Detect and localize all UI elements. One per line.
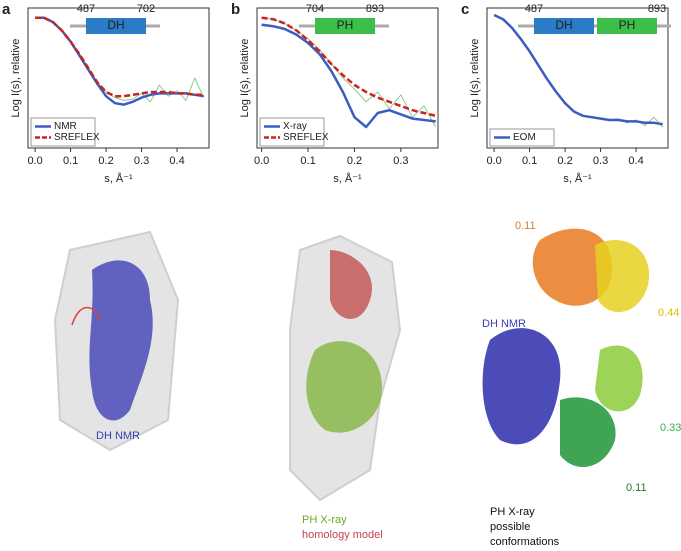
legend-box [30, 117, 96, 147]
plot-frame [256, 7, 439, 149]
domain-label: DH [555, 18, 572, 32]
plot-frame [486, 7, 669, 149]
x-axis-label: s, Å⁻¹ [333, 172, 362, 185]
domain-start: 487 [525, 3, 543, 15]
structure-label: 0.11 [515, 220, 536, 232]
domain-start: 487 [77, 3, 95, 15]
structure-label: conformations [490, 536, 560, 548]
x-tick-label: 0.0 [27, 155, 42, 167]
series-line [261, 16, 436, 118]
structure-label: possible [490, 521, 530, 533]
domain-label: PH [337, 18, 354, 32]
series-line [35, 16, 204, 98]
series-line [493, 13, 663, 126]
structure-c [482, 228, 650, 467]
domain-end: 702 [137, 3, 155, 15]
panel-letter: a [2, 1, 11, 18]
y-axis-label: Log I(s), relative [10, 39, 22, 118]
x-tick-label: 0.0 [254, 155, 269, 167]
structure-label: 0.44 [658, 307, 679, 319]
series-line [261, 23, 436, 129]
series-line [35, 16, 204, 106]
structure-label: PH X-ray [302, 514, 347, 526]
structure-label: homology model [302, 529, 383, 541]
x-tick-label: 0.0 [486, 155, 501, 167]
x-axis-label: s, Å⁻¹ [104, 172, 133, 185]
x-tick-label: 0.1 [522, 155, 537, 167]
y-axis-label: Log I(s), relative [239, 39, 251, 118]
legend-label: NMR [54, 121, 77, 132]
structure-label: 0.11 [626, 482, 647, 494]
plot-frame [27, 7, 210, 149]
x-axis-label: s, Å⁻¹ [563, 172, 592, 185]
legend-box [489, 128, 555, 147]
x-tick-label: 0.1 [63, 155, 78, 167]
structure-b [289, 234, 402, 502]
domain-start: 704 [306, 3, 324, 15]
domain-label: PH [619, 18, 636, 32]
structure-label: DH NMR [96, 430, 140, 442]
x-tick-label: 0.4 [169, 155, 184, 167]
data-trace [261, 17, 437, 128]
x-tick-label: 0.3 [593, 155, 608, 167]
legend-label: X-ray [283, 121, 307, 132]
x-tick-label: 0.4 [628, 155, 643, 167]
domain-end: 893 [366, 3, 384, 15]
x-tick-label: 0.2 [98, 155, 113, 167]
x-tick-label: 0.2 [557, 155, 572, 167]
y-axis-label: Log I(s), relative [469, 39, 481, 118]
structure-label: 0.33 [660, 422, 681, 434]
legend-label: SREFLEX [283, 132, 329, 143]
legend-label: EOM [513, 132, 536, 143]
x-tick-label: 0.3 [393, 155, 408, 167]
x-tick-label: 0.1 [300, 155, 315, 167]
structure-label: PH X-ray [490, 506, 535, 518]
domain-end: 893 [648, 3, 666, 15]
structure-a [53, 230, 180, 452]
domain-block [315, 18, 375, 34]
panel-letter: b [231, 1, 240, 18]
domain-label: DH [107, 18, 124, 32]
panel-letter: c [461, 1, 469, 18]
domain-block [597, 18, 657, 34]
x-tick-label: 0.2 [347, 155, 362, 167]
legend-label: SREFLEX [54, 132, 100, 143]
domain-block [86, 18, 146, 34]
structure-label: DH NMR [482, 318, 526, 330]
x-tick-label: 0.3 [134, 155, 149, 167]
domain-block [534, 18, 594, 34]
legend-box [259, 117, 325, 147]
